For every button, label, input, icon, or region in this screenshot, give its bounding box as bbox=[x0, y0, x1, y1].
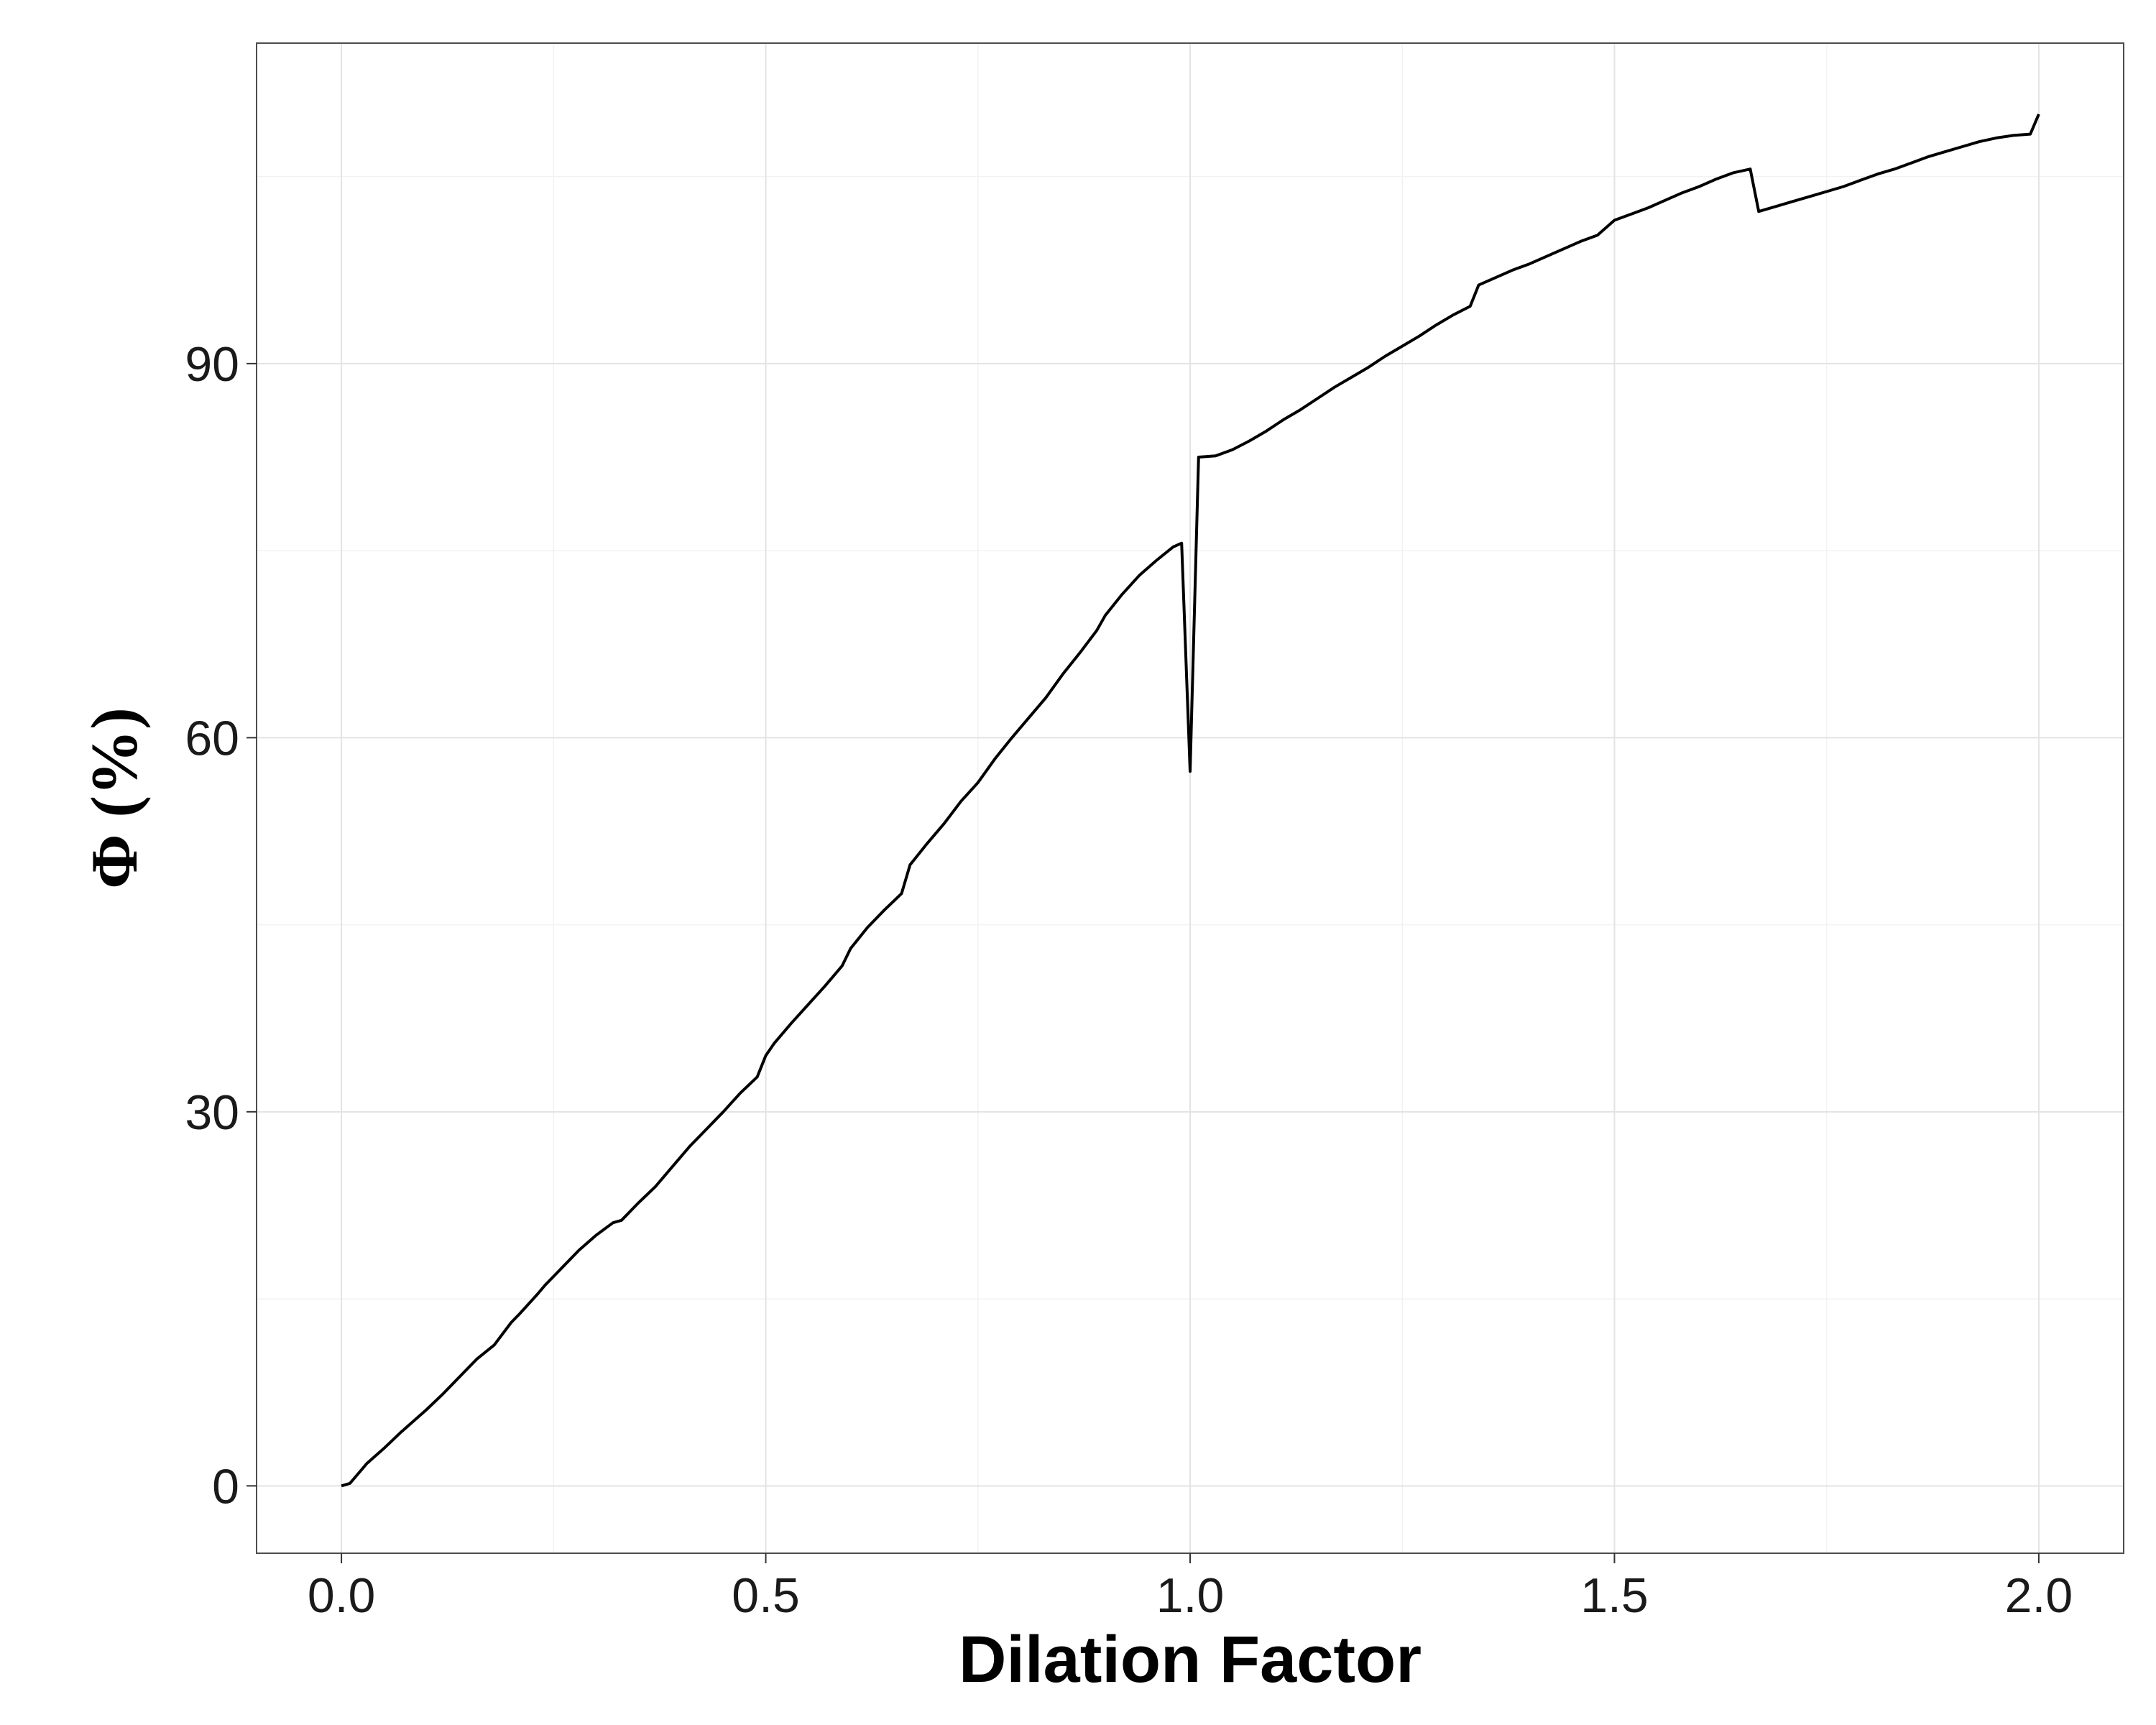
x-tick-label: 1.0 bbox=[1156, 1568, 1225, 1623]
x-tick-label: 0.0 bbox=[308, 1568, 376, 1623]
x-axis-title: Dilation Factor bbox=[959, 1623, 1422, 1696]
grid-lines bbox=[257, 43, 2124, 1553]
x-axis: 0.0 0.5 1.0 1.5 2.0 bbox=[308, 1553, 2073, 1623]
y-tick-label: 60 bbox=[185, 711, 239, 765]
x-tick-label: 2.0 bbox=[2005, 1568, 2073, 1623]
series-line bbox=[341, 114, 2040, 1488]
x-tick-label: 0.5 bbox=[732, 1568, 800, 1623]
y-tick-label: 30 bbox=[185, 1085, 239, 1140]
data-series bbox=[341, 114, 2040, 1488]
y-axis: 0 30 60 90 bbox=[185, 337, 257, 1514]
y-axis-title: Φ (%) bbox=[78, 707, 151, 889]
x-tick-label: 1.5 bbox=[1580, 1568, 1649, 1623]
y-tick-label: 0 bbox=[212, 1459, 239, 1514]
y-tick-label: 90 bbox=[185, 337, 239, 392]
